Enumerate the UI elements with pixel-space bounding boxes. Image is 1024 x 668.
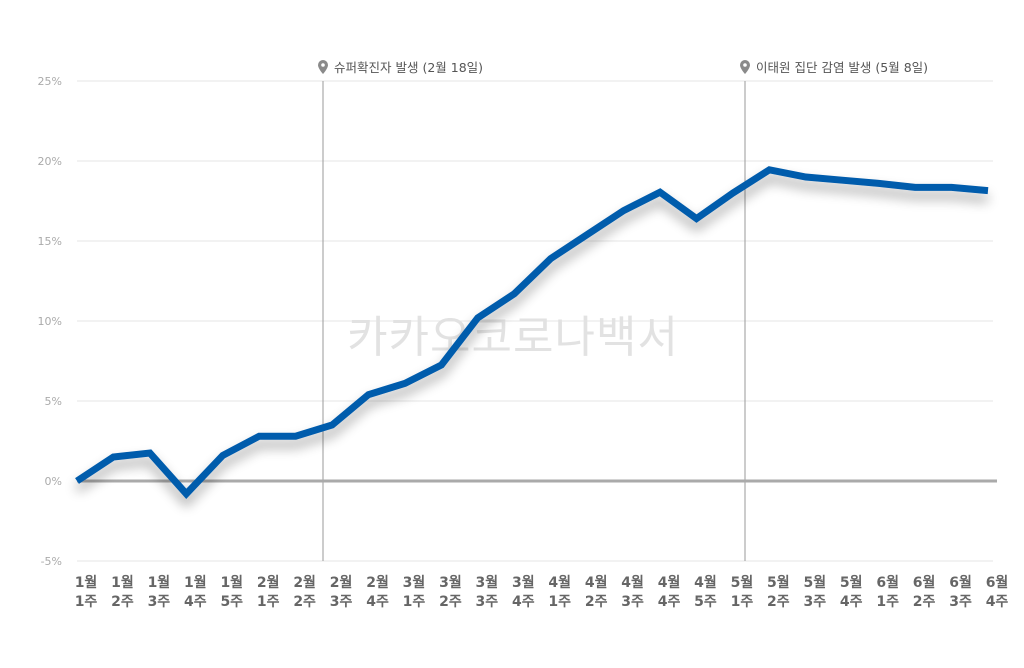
- x-tick-month: 6월: [986, 574, 1009, 591]
- y-tick-label: 15%: [38, 235, 62, 248]
- x-tick-month: 1월: [184, 574, 207, 591]
- x-tick-week: 5주: [694, 594, 717, 610]
- x-tick-week: 1주: [548, 594, 571, 610]
- x-tick-month: 4월: [621, 574, 644, 591]
- gridlines: [77, 80, 993, 562]
- x-tick-week: 2주: [585, 594, 608, 610]
- series-line: [75, 166, 989, 499]
- map-pin-icon: [318, 60, 328, 74]
- x-tick-month: 2월: [330, 574, 353, 591]
- x-tick-week: 3주: [476, 594, 499, 610]
- x-tick-week: 4주: [658, 594, 681, 610]
- x-tick-month: 2월: [366, 574, 389, 591]
- x-tick-week: 3주: [148, 594, 171, 610]
- x-tick-week: 4주: [512, 594, 535, 610]
- x-tick-month: 4월: [658, 574, 681, 591]
- map-pin-icon: [740, 60, 750, 74]
- x-tick-week: 2주: [293, 594, 316, 610]
- y-tick-label: 0%: [45, 475, 62, 488]
- x-tick-week: 1주: [876, 594, 899, 610]
- x-tick-month: 5월: [767, 574, 790, 591]
- x-tick-month: 4월: [585, 574, 608, 591]
- x-tick-week: 1주: [403, 594, 426, 610]
- x-tick-month: 5월: [803, 574, 826, 591]
- x-tick-month: 1월: [75, 574, 98, 591]
- x-tick-month: 6월: [913, 574, 936, 591]
- watermark: 카카오코로나백서: [347, 312, 679, 363]
- y-tick-label: -5%: [41, 555, 62, 568]
- x-tick-month: 4월: [694, 574, 717, 591]
- x-tick-week: 3주: [949, 594, 972, 610]
- x-tick-month: 2월: [257, 574, 280, 591]
- x-tick-month: 1월: [111, 574, 134, 591]
- x-tick-month: 4월: [548, 574, 571, 591]
- x-tick-week: 1주: [731, 594, 754, 610]
- x-tick-week: 2주: [439, 594, 462, 610]
- x-tick-week: 5주: [220, 594, 243, 610]
- x-tick-month: 5월: [840, 574, 863, 591]
- x-tick-week: 1주: [75, 594, 98, 610]
- x-tick-month: 5월: [731, 574, 754, 591]
- x-tick-week: 2주: [111, 594, 134, 610]
- y-tick-label: 10%: [38, 315, 62, 328]
- x-tick-month: 3월: [512, 574, 535, 591]
- x-tick-month: 1월: [220, 574, 243, 591]
- annotation-label: 이태원 집단 감염 발생 (5월 8일): [756, 60, 928, 75]
- y-axis-ticks: 25% 20% 15% 10% 5% 0% -5%: [38, 75, 62, 568]
- x-tick-week: 3주: [621, 594, 644, 610]
- annotations: 슈퍼확진자 발생 (2월 18일) 이태원 집단 감염 발생 (5월 8일): [318, 60, 928, 561]
- y-tick-label: 25%: [38, 75, 62, 88]
- x-tick-month: 3월: [403, 574, 426, 591]
- x-tick-month: 6월: [876, 574, 899, 591]
- x-tick-month: 6월: [949, 574, 972, 591]
- x-tick-month: 2월: [293, 574, 316, 591]
- x-tick-week: 2주: [913, 594, 936, 610]
- annotation-label: 슈퍼확진자 발생 (2월 18일): [334, 60, 483, 75]
- x-axis-ticks: 1월 1주 1월 2주 1월 3주 1월 4주 1월 5주 2월 1주 2월 2주 2월 3주 2월 4주 3월 1주…: [75, 574, 1009, 610]
- x-tick-week: 4주: [366, 594, 389, 610]
- x-tick-week: 3주: [330, 594, 353, 610]
- x-tick-week: 4주: [986, 594, 1009, 610]
- x-tick-week: 4주: [184, 594, 207, 610]
- x-tick-week: 2주: [767, 594, 790, 610]
- x-tick-week: 1주: [257, 594, 280, 610]
- x-tick-month: 3월: [439, 574, 462, 591]
- y-tick-label: 5%: [45, 395, 62, 408]
- x-tick-month: 3월: [476, 574, 499, 591]
- x-tick-week: 4주: [840, 594, 863, 610]
- x-tick-week: 3주: [803, 594, 826, 610]
- y-tick-label: 20%: [38, 155, 62, 168]
- x-tick-month: 1월: [148, 574, 171, 591]
